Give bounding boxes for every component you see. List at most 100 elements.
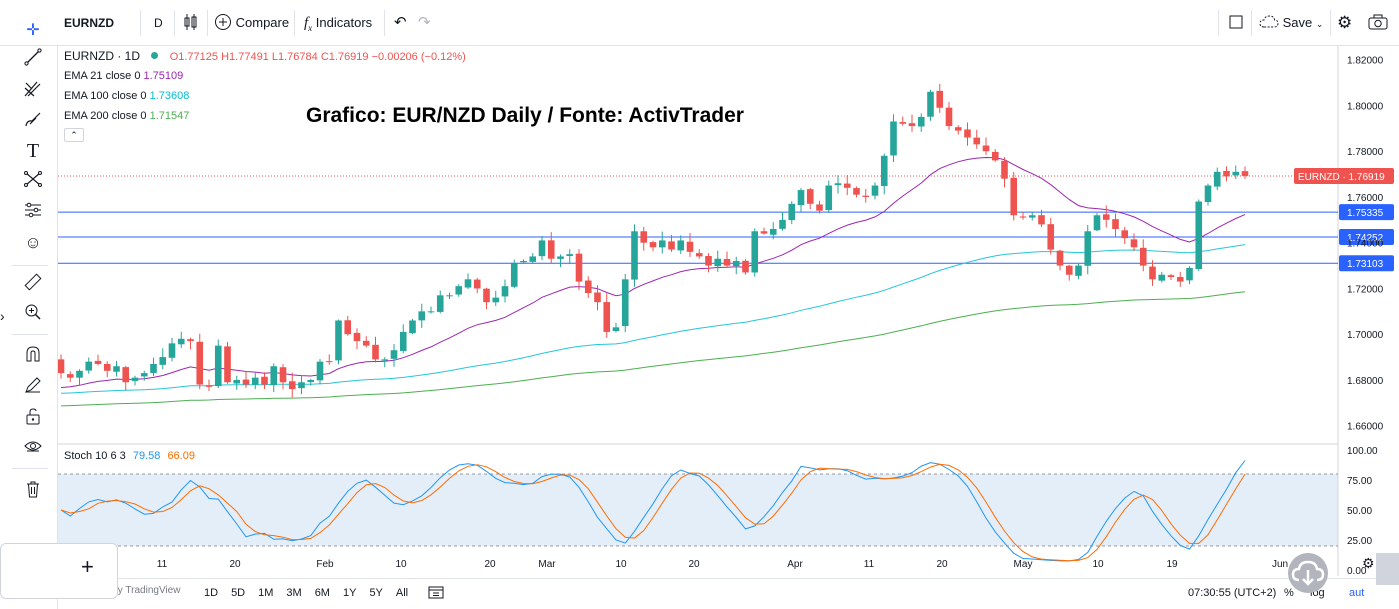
prediction-tool[interactable]: [22, 201, 44, 223]
candle-body: [649, 242, 657, 248]
candle-body: [723, 259, 731, 266]
bottom-toolbar: Powered by TradingView 1D 5D 1M 3M 6M 1Y 5Y All…: [58, 578, 1399, 609]
legend-ema21[interactable]: EMA 21 close 0 1.75109: [64, 66, 183, 86]
icons-tool[interactable]: ☺: [22, 232, 44, 254]
stoch-label: Stoch 10 6 3: [64, 450, 126, 462]
candle-body: [205, 385, 213, 387]
auto-toggle[interactable]: aut: [1349, 587, 1365, 599]
date-range-button[interactable]: [428, 584, 444, 603]
pattern-tool[interactable]: [22, 170, 44, 192]
candle-body: [1186, 267, 1193, 281]
zoom-tool[interactable]: [22, 303, 44, 325]
candle-body: [991, 151, 999, 161]
measure-tool[interactable]: [22, 273, 44, 295]
range-button[interactable]: 3M: [286, 587, 302, 599]
time-tick-label: 20: [936, 559, 948, 570]
range-button[interactable]: 5Y: [369, 587, 383, 599]
candle-body: [177, 338, 185, 345]
level-price-label: 1.74252: [1347, 233, 1384, 244]
download-button[interactable]: [1288, 553, 1328, 593]
level-price-label: 1.75335: [1347, 208, 1384, 219]
lock-tool[interactable]: [22, 407, 44, 429]
trend-line-tool[interactable]: [22, 48, 44, 70]
horizontal-levels: 1.75335 1.74252 1.73103 EURNZD · 1.76919: [58, 167, 1394, 272]
range-button[interactable]: All: [395, 587, 409, 599]
price-chart[interactable]: 1.75335 1.74252 1.73103 EURNZD · 1.76919 1.…: [58, 46, 1399, 578]
crosshair-tool[interactable]: ✛: [22, 20, 44, 42]
candle-body: [742, 260, 749, 273]
candle-body: [936, 90, 944, 108]
settings-button[interactable]: ⚙: [1337, 12, 1352, 34]
indicators-button[interactable]: fx Indicators: [304, 12, 372, 34]
clock-label[interactable]: 07:30:55 (UTC+2): [1188, 587, 1277, 599]
ema21-line: [60, 156, 1246, 389]
time-tick-label: 10: [1092, 559, 1104, 570]
expand-panel-button[interactable]: ›: [0, 308, 5, 324]
candle-body: [325, 361, 333, 363]
candle-body: [409, 320, 416, 334]
candle-body: [594, 292, 601, 303]
fx-icon: fx: [304, 15, 313, 33]
bar-style-button[interactable]: [183, 12, 199, 34]
candle-body: [1223, 170, 1230, 177]
level-price-tag: [1339, 204, 1394, 221]
screenshot-button[interactable]: [1368, 12, 1388, 34]
redo-button[interactable]: ↷: [418, 12, 431, 34]
toolbar-divider: [174, 10, 175, 36]
compare-button[interactable]: Compare: [214, 12, 289, 34]
candle-body: [917, 116, 925, 127]
candles-icon: [184, 14, 197, 30]
candle-body: [187, 339, 194, 342]
interval-button[interactable]: D: [154, 16, 163, 30]
save-button[interactable]: Save ⌄: [1259, 12, 1323, 34]
legend-ema200[interactable]: EMA 200 close 0 1.71547: [64, 106, 189, 126]
symbol-search-button[interactable]: EURNZD: [64, 16, 114, 30]
floating-popup[interactable]: +: [0, 543, 118, 599]
unlock-icon: [26, 408, 40, 425]
candle-body: [890, 121, 897, 156]
range-button[interactable]: 1Y: [342, 587, 357, 599]
text-icon: T: [26, 140, 40, 162]
fib-tool[interactable]: [22, 79, 44, 101]
legend-ema100[interactable]: EMA 100 close 0 1.73608: [64, 86, 189, 106]
fullscreen-button[interactable]: [1229, 12, 1243, 34]
collapse-legend-button[interactable]: ⌃: [64, 128, 84, 142]
stoch-legend[interactable]: Stoch 10 6 3 79.58 66.09: [64, 450, 195, 462]
visibility-tool[interactable]: [22, 437, 44, 459]
percent-toggle[interactable]: %: [1284, 587, 1294, 599]
candle-body: [1019, 216, 1027, 218]
drawing-mode-tool[interactable]: [22, 376, 44, 398]
candle-body: [1241, 171, 1249, 176]
candle-body: [806, 189, 814, 204]
market-status-dot: [151, 52, 159, 59]
time-tick-label: Apr: [787, 559, 803, 570]
range-button[interactable]: 1D: [204, 587, 219, 599]
level-price-tag: [1339, 228, 1394, 245]
price-tick-label: 1.72000: [1347, 284, 1384, 295]
brush-tool[interactable]: [22, 110, 44, 132]
candle-body: [769, 228, 777, 235]
magnet-tool[interactable]: [22, 345, 44, 367]
range-button[interactable]: 5D: [231, 587, 246, 599]
candle-body: [1176, 277, 1184, 282]
range-button[interactable]: 6M: [314, 587, 330, 599]
eye-icon: [24, 441, 42, 452]
smiley-icon: ☺: [24, 233, 42, 252]
candle-body: [529, 256, 537, 262]
candle-body: [760, 231, 768, 234]
cloud-icon: [1259, 15, 1279, 28]
candle-body: [436, 295, 444, 312]
text-tool[interactable]: T: [22, 140, 44, 162]
chevron-down-icon: ⌄: [1315, 19, 1324, 29]
candle-body: [1093, 215, 1101, 231]
candle-body: [316, 361, 324, 381]
candle-body: [159, 357, 167, 365]
range-button[interactable]: 1M: [258, 587, 274, 599]
chart-settings-button[interactable]: ⚙: [1362, 555, 1375, 572]
candle-body: [233, 379, 241, 384]
undo-button[interactable]: ↶: [394, 12, 407, 34]
remove-drawings-tool[interactable]: [22, 480, 44, 502]
price-tick-label: 1.68000: [1347, 376, 1384, 387]
ema100-value: 1.73608: [149, 90, 190, 102]
toolbar-divider: [12, 265, 48, 266]
